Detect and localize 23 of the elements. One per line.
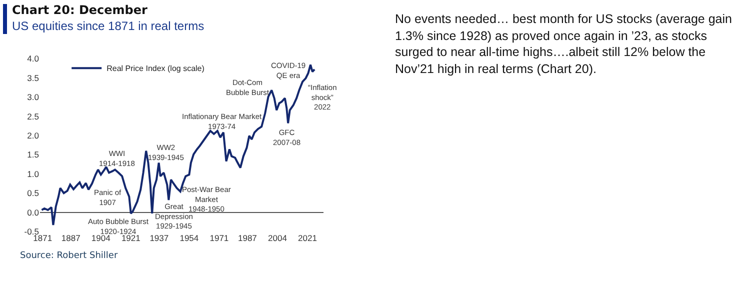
x-tick-label: 2004 bbox=[268, 233, 288, 244]
x-tick-label: 1954 bbox=[180, 233, 199, 244]
x-tick-label: 1887 bbox=[61, 233, 81, 244]
source-note: Source: Robert Shiller bbox=[20, 251, 118, 261]
y-tick-label: 3.0 bbox=[27, 92, 40, 102]
y-tick-label: 3.5 bbox=[27, 72, 40, 83]
y-tick-label: 2.5 bbox=[27, 111, 40, 122]
x-tick-label: 1904 bbox=[91, 233, 111, 244]
y-tick-label: 0.5 bbox=[27, 188, 40, 198]
y-tick-label: 1.0 bbox=[27, 168, 40, 179]
x-tick-label: 1971 bbox=[210, 233, 229, 244]
x-tick-label: 1921 bbox=[121, 233, 141, 244]
y-tick-label: 0.0 bbox=[27, 207, 40, 218]
x-tick-label: 1937 bbox=[150, 233, 169, 244]
chart-subtitle: US equities since 1871 in real terms bbox=[12, 19, 204, 33]
chart-title: Chart 20: December bbox=[12, 3, 148, 17]
legend-label: Real Price Index (log scale) bbox=[106, 64, 205, 74]
text: No events needed… best month for US stocks (average gain 1.3% since 1928) as proved once again in ’23, as stocks surged to near all-time highs….albeit still 12% below the Nov’21 high in real terms (Chart 20). bbox=[395, 11, 733, 77]
y-tick-label: 1.5 bbox=[27, 150, 40, 160]
x-tick-label: 1987 bbox=[238, 233, 258, 244]
x-tick-label: 2021 bbox=[298, 233, 318, 244]
y-tick-label: 2.0 bbox=[27, 130, 40, 140]
y-tick-label: 4.0 bbox=[27, 54, 40, 64]
